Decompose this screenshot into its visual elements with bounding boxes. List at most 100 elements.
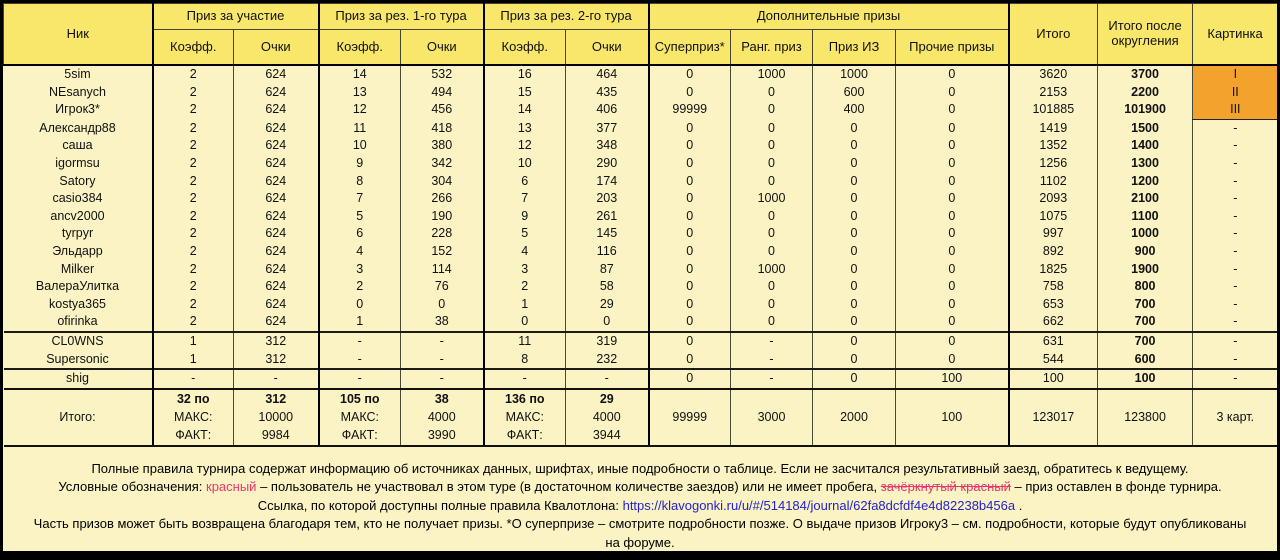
value-cell: 2 [151, 101, 234, 120]
prize-table: Ник Приз за участие Приз за рез. 1-го ту… [3, 3, 1277, 447]
rounded-total-cell: 900 [1097, 242, 1193, 261]
value-cell: 631 [1007, 330, 1098, 351]
nick-cell: shig [3, 368, 153, 389]
value-cell: - [730, 330, 813, 351]
nick-cell: Эльдарр [3, 242, 153, 261]
rounded-total-cell: 800 [1097, 278, 1193, 296]
value-cell: 0 [730, 154, 813, 173]
footer-line: Условные обозначения: красный – пользова… [25, 478, 1255, 497]
value-cell: 0 [895, 207, 1009, 226]
value-cell: 0 [647, 207, 731, 226]
rounded-total-cell: 700 [1097, 330, 1193, 351]
value-cell: 2 [317, 278, 401, 296]
value-cell: 624 [232, 101, 319, 120]
value-cell: 7 [482, 190, 566, 208]
rounded-total-cell: 100 [1097, 368, 1193, 389]
value-cell: 400 [812, 101, 896, 120]
col-header-coeff: Коэфф. [317, 29, 402, 66]
value-cell: 624 [232, 225, 319, 243]
summary-total: 123017 [1007, 387, 1098, 447]
nick-cell: tyrpyr [3, 225, 153, 243]
value-cell: 38 [400, 313, 484, 332]
table-row: kostya365 2 624 0 0 1 29 0 0 0 0 653 700- [3, 295, 1277, 314]
value-cell: 653 [1007, 295, 1098, 314]
value-cell: 0 [812, 350, 896, 370]
value-cell: 0 [812, 260, 896, 279]
nick-cell: Satory [3, 172, 153, 191]
footer-text: – приз оставлен в фонде турнира. [1010, 479, 1222, 495]
value-cell: 12 [482, 137, 566, 155]
value-cell: - [730, 350, 813, 370]
footer-text: Условные обозначения: [58, 479, 207, 495]
value-cell: 58 [565, 278, 649, 296]
rounded-total-cell: 1900 [1097, 260, 1193, 279]
table-row: саша 2 624 10 380 12 348 0 0 0 0 1352 1400- [3, 137, 1277, 155]
value-cell: 0 [647, 260, 731, 279]
value-cell: 3 [482, 260, 566, 279]
value-cell: 76 [400, 278, 484, 296]
footer-notes: Полные правила турнира содержат информац… [3, 446, 1277, 551]
footer-text: Полные правила турнира содержат информац… [91, 460, 1189, 476]
value-cell: 0 [895, 278, 1009, 296]
value-cell: 0 [812, 137, 896, 155]
value-cell: 1256 [1007, 154, 1098, 173]
value-cell: 1000 [730, 190, 813, 208]
table-row: ВалераУлитка 2 624 2 76 2 58 0 0 0 0 758 800- [3, 278, 1277, 296]
value-cell: 0 [812, 368, 896, 389]
rules-link[interactable]: https://klavogonki.ru/u/#/514184/journal… [622, 497, 1016, 513]
value-cell: 101885 [1007, 101, 1098, 120]
col-header-participation: Приз за участие [151, 3, 320, 30]
legend-red-strike: зачёркнутый красный [880, 479, 1011, 495]
value-cell: 8 [482, 350, 566, 370]
value-cell: 0 [895, 350, 1009, 370]
value-cell: 0 [647, 119, 731, 138]
summary-total-rounded: 123800 [1097, 387, 1193, 447]
value-cell: 0 [895, 119, 1009, 138]
summary-tour1-coeff: 105 по МАКС: ФАКТ: [317, 387, 401, 447]
picture-cell: - [1192, 242, 1277, 261]
value-cell: 3620 [1007, 65, 1098, 84]
nick-cell: ВалераУлитка [3, 278, 153, 296]
value-cell: 0 [812, 154, 896, 173]
value-cell: 2 [482, 278, 566, 296]
table-row: Supersonic 1 312- -8 232 0-0 0 544 600- [3, 350, 1277, 370]
summary-tour2-points: 29 4000 3944 [565, 387, 649, 447]
value-cell: 152 [400, 242, 484, 261]
rounded-total-cell: 1300 [1097, 154, 1193, 173]
value-cell: 15 [482, 83, 566, 102]
col-header-total: Итого [1007, 3, 1099, 66]
value-cell: 342 [400, 154, 484, 173]
value-cell: 14 [482, 101, 566, 120]
col-header-nick: Ник [3, 3, 153, 66]
value-cell: 6 [317, 225, 401, 243]
value-cell: 0 [730, 313, 813, 332]
col-header-points: Очки [400, 29, 485, 66]
value-cell: 624 [232, 207, 319, 226]
value-cell: 0 [400, 295, 484, 314]
value-cell: 0 [730, 242, 813, 261]
value-cell: 8 [317, 172, 401, 191]
value-cell: 0 [647, 225, 731, 243]
value-cell: 2093 [1007, 190, 1098, 208]
picture-cell: - [1192, 330, 1277, 351]
value-cell: 0 [730, 101, 813, 120]
picture-cell: - [1192, 313, 1277, 332]
nick-cell: igormsu [3, 154, 153, 173]
rounded-total-cell: 3700 [1097, 65, 1193, 84]
value-cell: 174 [565, 172, 649, 191]
rounded-total-cell: 1400 [1097, 137, 1193, 155]
value-cell: 0 [647, 154, 731, 173]
value-cell: 0 [895, 172, 1009, 191]
value-cell: 0 [647, 137, 731, 155]
nick-cell: Supersonic [3, 350, 153, 370]
value-cell: 145 [565, 225, 649, 243]
nick-cell: Александр88 [3, 119, 153, 138]
value-cell: 304 [400, 172, 484, 191]
value-cell: 624 [232, 278, 319, 296]
value-cell: 312 [232, 350, 319, 370]
table-row: shig - - - - - -0-0 100 100 100- [3, 368, 1277, 389]
value-cell: 0 [730, 295, 813, 314]
value-cell: 0 [895, 65, 1009, 84]
value-cell: 0 [647, 242, 731, 261]
value-cell: 624 [232, 137, 319, 155]
